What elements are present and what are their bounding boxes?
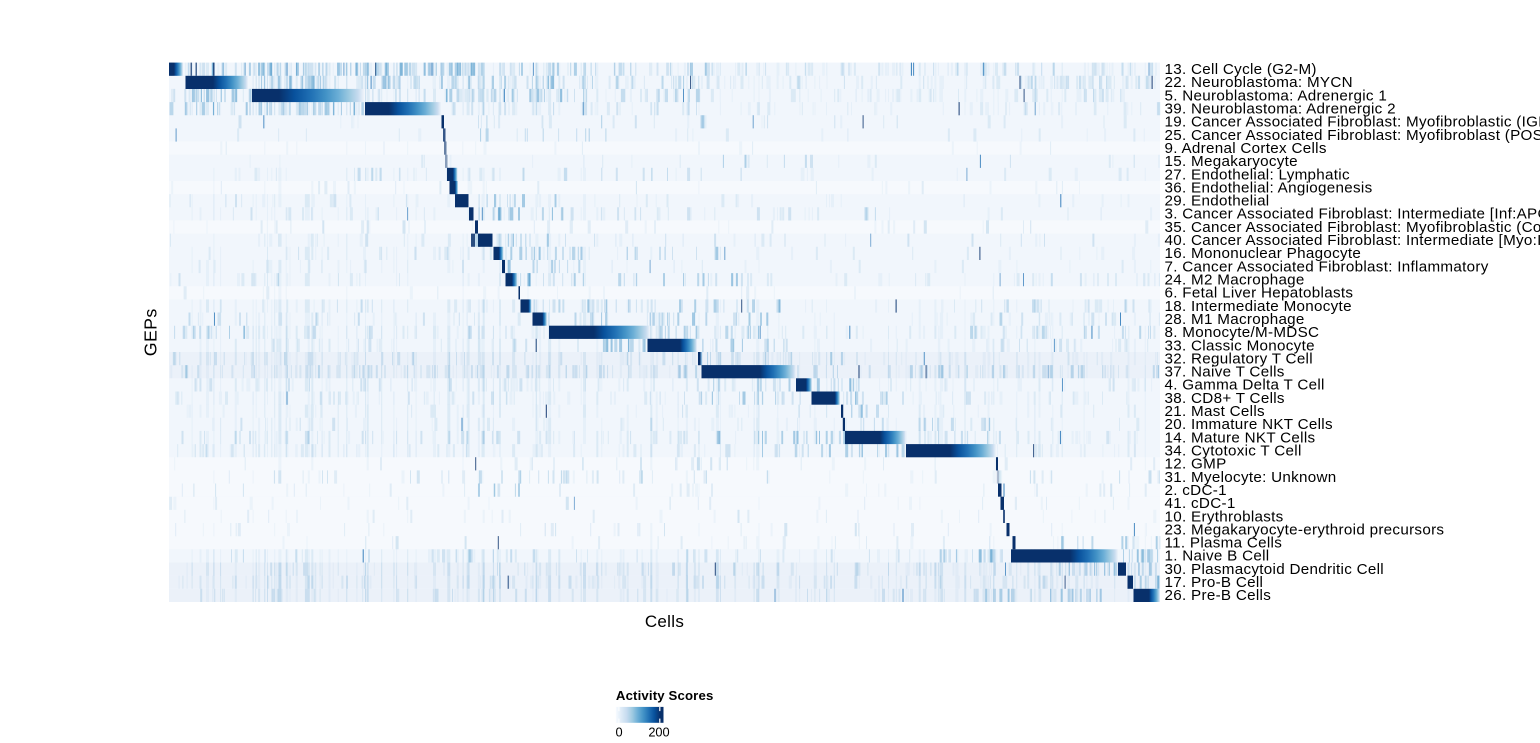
svg-text:15. Megakaryocyte: 15. Megakaryocyte	[1165, 153, 1298, 170]
svg-text:27. Endothelial: Lymphatic: 27. Endothelial: Lymphatic	[1165, 166, 1350, 183]
svg-text:20. Immature NKT Cells: 20. Immature NKT Cells	[1165, 416, 1333, 433]
svg-text:21. Mast Cells: 21. Mast Cells	[1165, 403, 1266, 420]
svg-text:3. Cancer Associated Fibroblas: 3. Cancer Associated Fibroblast: Interme…	[1165, 206, 1540, 223]
svg-text:13. Cell Cycle (G2-M): 13. Cell Cycle (G2-M)	[1165, 61, 1317, 78]
svg-text:29. Endothelial: 29. Endothelial	[1165, 193, 1270, 210]
svg-text:GEPs: GEPs	[141, 308, 161, 356]
svg-text:39. Neuroblastoma: Adrenergic: 39. Neuroblastoma: Adrenergic 2	[1165, 101, 1396, 118]
svg-text:35. Cancer Associated Fibrobla: 35. Cancer Associated Fibroblast: Myofib…	[1165, 219, 1540, 236]
svg-text:14. Mature NKT Cells: 14. Mature NKT Cells	[1165, 429, 1316, 446]
svg-text:2. cDC-1: 2. cDC-1	[1165, 482, 1227, 499]
svg-text:0: 0	[615, 724, 622, 739]
svg-text:40. Cancer Associated Fibrobla: 40. Cancer Associated Fibroblast: Interm…	[1165, 232, 1540, 249]
svg-text:31. Myelocyte: Unknown: 31. Myelocyte: Unknown	[1165, 469, 1337, 486]
svg-text:28. M1 Macrophage: 28. M1 Macrophage	[1165, 311, 1305, 328]
svg-text:34. Cytotoxic T Cell: 34. Cytotoxic T Cell	[1165, 443, 1302, 460]
svg-text:12. GMP: 12. GMP	[1165, 456, 1227, 473]
svg-text:25. Cancer Associated Fibrobla: 25. Cancer Associated Fibroblast: Myofib…	[1165, 127, 1540, 144]
svg-text:26. Pre-B Cells: 26. Pre-B Cells	[1165, 587, 1272, 604]
svg-text:16. Mononuclear Phagocyte: 16. Mononuclear Phagocyte	[1165, 245, 1362, 262]
svg-text:22. Neuroblastoma: MYCN: 22. Neuroblastoma: MYCN	[1165, 74, 1353, 91]
svg-text:24. M2 Macrophage: 24. M2 Macrophage	[1165, 272, 1305, 289]
svg-text:10. Erythroblasts: 10. Erythroblasts	[1165, 508, 1284, 525]
svg-text:6. Fetal Liver Hepatoblasts: 6. Fetal Liver Hepatoblasts	[1165, 285, 1354, 302]
svg-text:23. Megakaryocyte-erythroid pr: 23. Megakaryocyte-erythroid precursors	[1165, 521, 1445, 538]
svg-text:33. Classic Monocyte: 33. Classic Monocyte	[1165, 337, 1315, 354]
svg-text:8. Monocyte/M-MDSC: 8. Monocyte/M-MDSC	[1165, 324, 1320, 341]
svg-text:32. Regulatory T Cell: 32. Regulatory T Cell	[1165, 350, 1313, 367]
svg-text:11. Plasma Cells: 11. Plasma Cells	[1165, 535, 1283, 552]
svg-text:17. Pro-B Cell: 17. Pro-B Cell	[1165, 574, 1264, 591]
svg-text:18. Intermediate Monocyte: 18. Intermediate Monocyte	[1165, 298, 1352, 315]
svg-text:36. Endothelial: Angiogenesis: 36. Endothelial: Angiogenesis	[1165, 179, 1373, 196]
svg-text:7. Cancer Associated Fibroblas: 7. Cancer Associated Fibroblast: Inflamm…	[1165, 258, 1489, 275]
svg-text:9. Adrenal Cortex Cells: 9. Adrenal Cortex Cells	[1165, 140, 1327, 157]
svg-text:Activity Scores: Activity Scores	[616, 688, 714, 703]
svg-text:37. Naive T Cells: 37. Naive T Cells	[1165, 364, 1285, 381]
svg-text:38. CD8+ T Cells: 38. CD8+ T Cells	[1165, 390, 1285, 407]
svg-text:19. Cancer Associated Fibrobla: 19. Cancer Associated Fibroblast: Myofib…	[1165, 114, 1540, 131]
svg-text:1. Naive B Cell: 1. Naive B Cell	[1165, 548, 1270, 565]
svg-text:4. Gamma Delta T Cell: 4. Gamma Delta T Cell	[1165, 377, 1325, 394]
svg-text:30. Plasmacytoid Dendritic Cel: 30. Plasmacytoid Dendritic Cell	[1165, 561, 1384, 578]
svg-text:200: 200	[648, 724, 669, 739]
svg-text:41. cDC-1: 41. cDC-1	[1165, 495, 1236, 512]
svg-text:5. Neuroblastoma: Adrenergic 1: 5. Neuroblastoma: Adrenergic 1	[1165, 87, 1388, 104]
svg-text:Cells: Cells	[645, 612, 684, 631]
